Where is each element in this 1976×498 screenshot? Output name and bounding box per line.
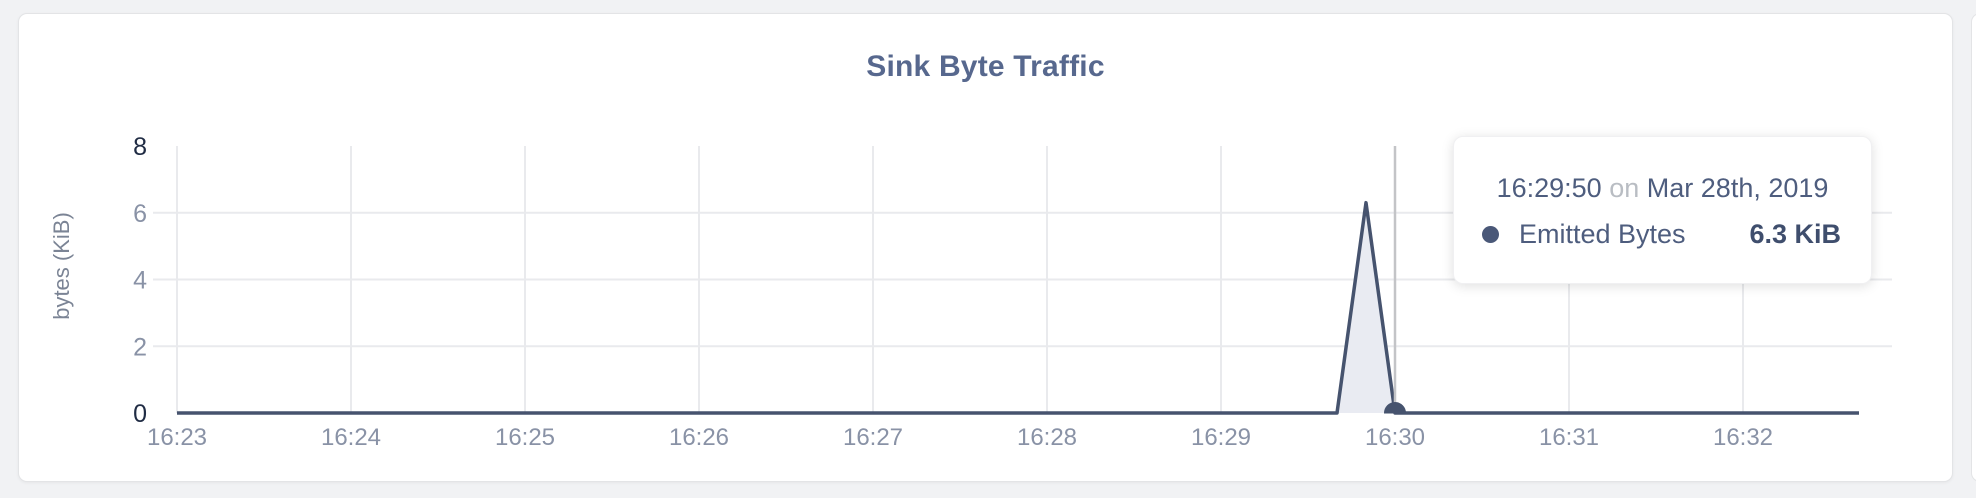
tooltip-header: 16:29:50 on Mar 28th, 2019 (1480, 171, 1845, 205)
x-axis-label: 16:29 (1191, 424, 1251, 451)
y-axis-label: 2 (133, 333, 147, 361)
x-axis-label: 16:25 (495, 424, 555, 451)
y-axis-label: 6 (133, 200, 147, 228)
y-axis-label: 0 (133, 400, 147, 428)
y-axis-title: bytes (KiB) (49, 212, 74, 320)
adjacent-card-edge (1971, 13, 1976, 482)
y-axis-label: 8 (133, 133, 147, 161)
traffic-chart[interactable]: 0 2 4 6 8 16:23 16:24 16:25 16:26 16:27 16:28 16:29… (19, 14, 1954, 483)
tooltip-time: 16:29:50 (1496, 173, 1602, 203)
x-axis-label: 16:23 (147, 424, 207, 451)
tooltip-series-row: Emitted Bytes 6.3 KiB (1480, 219, 1845, 250)
hover-point-marker (1384, 402, 1406, 414)
x-axis-label: 16:26 (669, 424, 729, 451)
x-axis-label: 16:28 (1017, 424, 1077, 451)
chart-title: Sink Byte Traffic (866, 50, 1105, 83)
tooltip-date: Mar 28th, 2019 (1646, 173, 1829, 203)
x-axis-label: 16:31 (1539, 424, 1599, 451)
x-axis-label: 16:30 (1365, 424, 1425, 451)
chart-card: Sink Byte Traffic 0 2 4 6 8 16:23 16:24 16:25 16… (18, 13, 1953, 482)
x-axis-label: 16:24 (321, 424, 381, 451)
series-dot-icon (1482, 226, 1499, 243)
tooltip-series-label: Emitted Bytes (1519, 219, 1686, 249)
x-axis-label: 16:27 (843, 424, 903, 451)
tooltip-series-value: 6.3 KiB (1749, 219, 1841, 249)
chart-tooltip: 16:29:50 on Mar 28th, 2019 Emitted Bytes… (1453, 136, 1872, 284)
tooltip-connector: on (1609, 173, 1640, 203)
x-axis-label: 16:32 (1713, 424, 1773, 451)
y-axis-label: 4 (133, 267, 147, 295)
series-line (177, 200, 1859, 415)
